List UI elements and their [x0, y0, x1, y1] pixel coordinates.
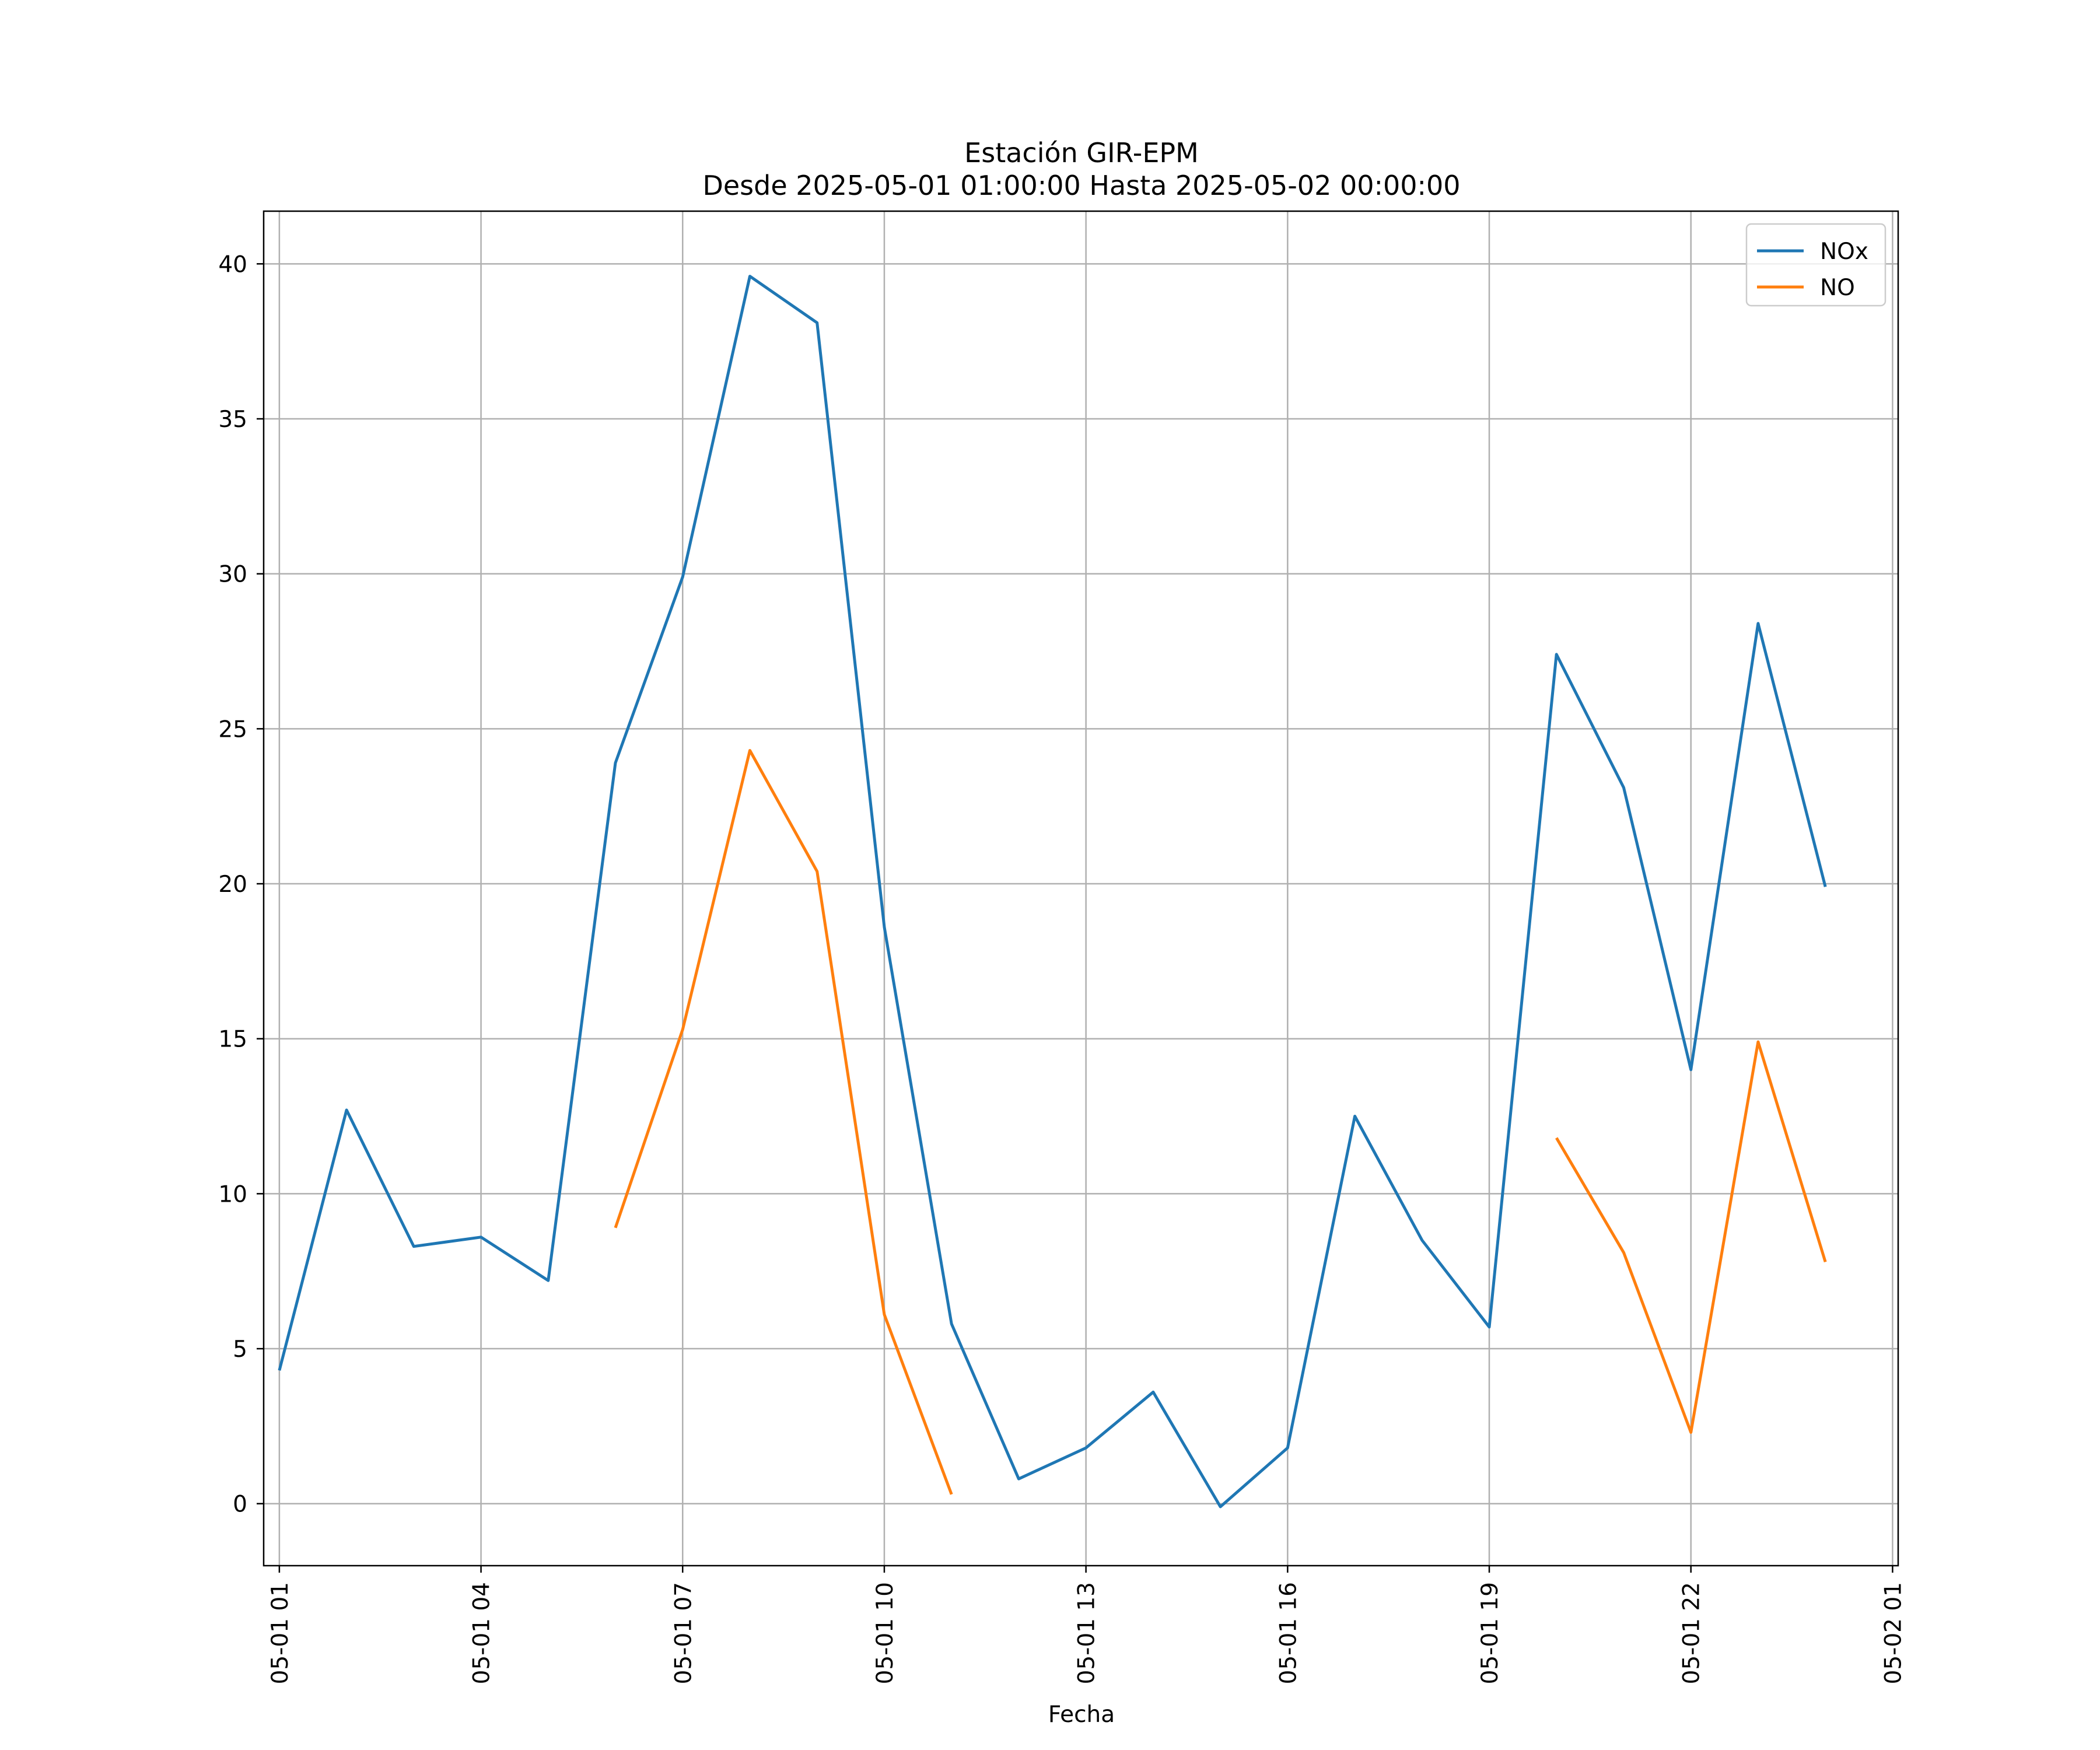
- legend: NOx NO: [1745, 223, 1887, 307]
- x-tick-label: 05-01 10: [872, 1582, 898, 1684]
- series-line-nox: [278, 275, 1827, 1508]
- y-tick-label: 30: [218, 562, 247, 588]
- ticks: 0 5 10 15 20 25 30 35 40 05-01 01 05-01 04 05-01 07…: [218, 251, 1906, 1684]
- x-tick-label: 05-01 22: [1679, 1582, 1705, 1684]
- y-tick-label: 35: [218, 407, 247, 433]
- x-tick-label: 05-01 13: [1074, 1582, 1100, 1684]
- y-tick-label: 40: [218, 251, 247, 278]
- chart-subtitle: Desde 2025-05-01 01:00:00 Hasta 2025-05-…: [702, 170, 1460, 201]
- legend-label-nox: NOx: [1820, 239, 1868, 265]
- y-tick-label: 10: [218, 1181, 247, 1208]
- y-tick-label: 5: [233, 1336, 247, 1363]
- series-lines: [278, 275, 1827, 1508]
- x-axis-label: Fecha: [1048, 1702, 1115, 1728]
- legend-box: [1745, 223, 1887, 307]
- y-tick-label: 25: [218, 716, 247, 743]
- x-tick-label: 05-01 16: [1275, 1582, 1301, 1684]
- x-tick-label: 05-01 07: [670, 1582, 696, 1684]
- plot-frame: [262, 210, 1899, 1567]
- legend-label-no: NO: [1820, 275, 1855, 301]
- chart-title: Estación GIR-EPM: [964, 137, 1199, 169]
- series-line-no: [1555, 1040, 1827, 1434]
- y-tick-label: 20: [218, 872, 247, 898]
- series-line-no: [614, 749, 953, 1495]
- x-tick-label: 05-01 01: [267, 1582, 293, 1684]
- x-tick-label: 05-01 04: [469, 1582, 495, 1684]
- y-tick-label: 15: [218, 1027, 247, 1053]
- grid: [264, 211, 1898, 1566]
- x-tick-label: 05-02 01: [1880, 1582, 1906, 1684]
- y-tick-label: 0: [233, 1492, 247, 1518]
- x-tick-label: 05-01 19: [1477, 1582, 1503, 1684]
